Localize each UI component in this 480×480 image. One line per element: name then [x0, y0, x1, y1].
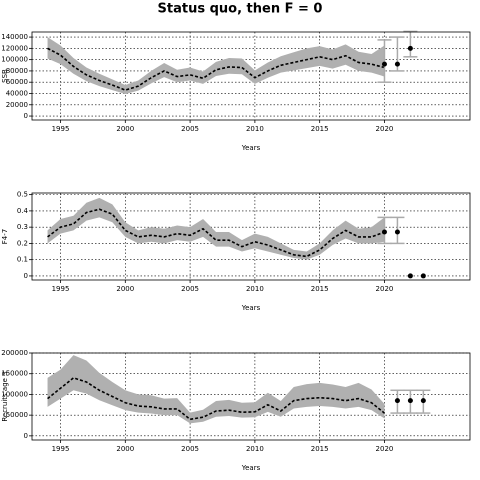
y-tick-label: 60000: [6, 78, 28, 86]
error-bar: [377, 39, 392, 83]
error-bar: [403, 30, 418, 58]
y-tick-label: 0: [24, 272, 28, 280]
figure-title: Status quo, then F = 0: [158, 2, 323, 17]
x-tick-label: 2020: [376, 445, 394, 453]
projection-point: [407, 45, 413, 51]
x-tick-label: 2000: [116, 445, 134, 453]
x-tick-label: 2010: [246, 125, 264, 133]
x-tick-label: 1995: [52, 285, 70, 293]
projection-point: [394, 229, 400, 235]
confidence-band: [47, 197, 385, 260]
x-axis-label: Years: [241, 464, 261, 472]
y-tick-label: 120000: [1, 44, 28, 52]
y-tick-label: 0.3: [17, 223, 28, 231]
estimate-line: [47, 208, 385, 258]
y-tick-label: 100000: [1, 56, 28, 64]
y-axis-label: F4-7: [1, 229, 9, 244]
y-tick-label: 80000: [6, 67, 28, 75]
x-tick-label: 2010: [246, 285, 264, 293]
y-axis-label: SSB: [1, 69, 9, 83]
estimate-line: [47, 47, 385, 91]
plot-frame: [31, 192, 471, 281]
estimate-line: [47, 376, 385, 421]
y-tick-label: 150000: [1, 370, 28, 378]
plot-frame: [31, 31, 471, 121]
x-axis-label: Years: [241, 304, 261, 312]
y-tick-label: 20000: [6, 101, 28, 109]
projection-point: [381, 229, 387, 235]
x-tick-label: 1995: [52, 125, 70, 133]
projection-point: [407, 398, 413, 404]
y-tick-label: 100000: [1, 390, 28, 398]
y-tick-label: 200000: [1, 349, 28, 357]
x-tick-label: 2020: [376, 285, 394, 293]
x-tick-label: 2005: [181, 445, 199, 453]
x-tick-label: 2000: [116, 285, 134, 293]
y-tick-label: 0.2: [17, 239, 28, 247]
x-tick-label: 2015: [311, 125, 329, 133]
y-tick-label: 140000: [1, 33, 28, 41]
y-tick-label: 40000: [6, 89, 28, 97]
projection-point: [394, 398, 400, 404]
projection-point: [381, 61, 387, 67]
y-tick-label: 0.5: [17, 191, 28, 199]
x-tick-label: 2005: [181, 125, 199, 133]
y-tick-label: 0: [24, 432, 28, 440]
projection-point: [407, 273, 413, 279]
projection-point: [420, 398, 426, 404]
plot-frame: [31, 352, 471, 441]
projection-point: [420, 273, 426, 279]
x-tick-label: 2020: [376, 125, 394, 133]
confidence-band: [47, 37, 385, 95]
x-tick-label: 2000: [116, 125, 134, 133]
y-tick-label: 0.4: [17, 207, 29, 215]
x-tick-label: 1995: [52, 445, 70, 453]
y-tick-label: 0.1: [17, 256, 28, 264]
x-axis-label: Years: [241, 144, 261, 152]
projection-point: [394, 61, 400, 67]
confidence-band: [47, 355, 385, 424]
y-tick-label: 0: [24, 112, 28, 120]
x-tick-label: 2010: [246, 445, 264, 453]
y-tick-label: 50000: [6, 411, 28, 419]
y-axis-label: Recruits age 3: [1, 371, 9, 421]
x-tick-label: 2015: [311, 445, 329, 453]
x-tick-label: 2015: [311, 285, 329, 293]
x-tick-label: 2005: [181, 285, 199, 293]
